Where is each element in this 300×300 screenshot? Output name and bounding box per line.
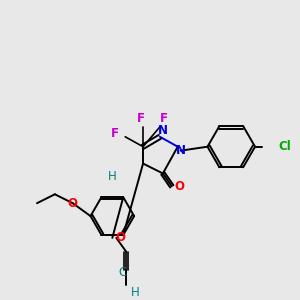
Text: O: O bbox=[68, 197, 78, 210]
Text: H: H bbox=[131, 286, 140, 299]
Text: O: O bbox=[115, 231, 125, 244]
Text: F: F bbox=[160, 112, 168, 125]
Text: F: F bbox=[137, 112, 145, 125]
Text: Cl: Cl bbox=[278, 140, 291, 153]
Text: O: O bbox=[175, 180, 185, 193]
Text: F: F bbox=[111, 127, 119, 140]
Text: N: N bbox=[176, 144, 186, 157]
Text: H: H bbox=[108, 170, 117, 183]
Text: C: C bbox=[118, 266, 126, 279]
Text: N: N bbox=[158, 124, 168, 137]
